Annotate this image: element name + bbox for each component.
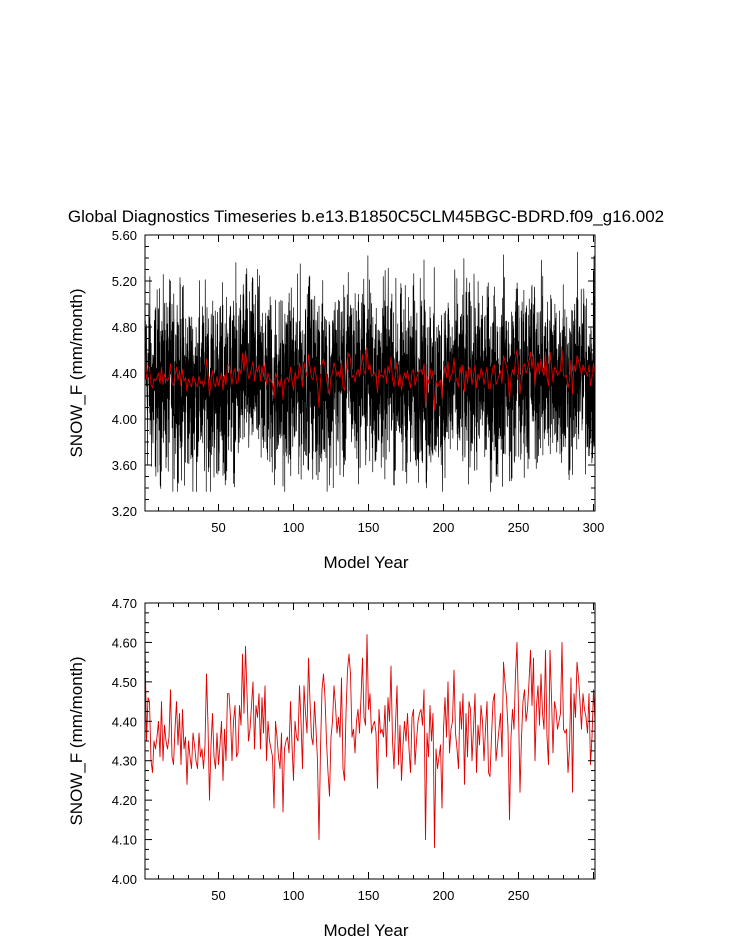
bottom-xtick-label: 50 bbox=[211, 888, 225, 903]
top-ytick-label: 4.40 bbox=[112, 366, 137, 381]
bottom-ytick-label: 4.40 bbox=[112, 714, 137, 729]
top-xtick-label: 50 bbox=[211, 520, 225, 535]
bottom-xtick-label: 150 bbox=[358, 888, 380, 903]
bottom-ytick-label: 4.70 bbox=[112, 596, 137, 611]
bottom-ytick-label: 4.20 bbox=[112, 793, 137, 808]
top-xtick-label: 200 bbox=[433, 520, 455, 535]
bottom-ytick-label: 4.00 bbox=[112, 872, 137, 887]
top-ytick-label: 5.60 bbox=[112, 228, 137, 243]
bottom-y-axis-label: SNOW_F (mm/month) bbox=[67, 656, 86, 825]
top-xtick-label: 100 bbox=[283, 520, 305, 535]
chart-title: Global Diagnostics Timeseries b.e13.B185… bbox=[68, 207, 664, 226]
bottom-x-axis-label: Model Year bbox=[323, 921, 408, 940]
top-xtick-label: 250 bbox=[508, 520, 530, 535]
top-panel: 3.20 3.60 4.00 4.40 4.80 5.20 5.60 50 100 150 200 2… bbox=[67, 228, 604, 572]
top-xtick-label: 300 bbox=[583, 520, 605, 535]
bottom-xtick-label: 200 bbox=[433, 888, 455, 903]
bottom-ytick-label: 4.30 bbox=[112, 754, 137, 769]
top-tick-group: 3.20 3.60 4.00 4.40 4.80 5.20 5.60 50 100 150 200 2… bbox=[112, 228, 605, 535]
bottom-plot-frame bbox=[144, 602, 596, 880]
top-ytick-label: 5.20 bbox=[112, 274, 137, 289]
top-series-line-annual bbox=[144, 347, 596, 411]
bottom-series-line-annual bbox=[144, 634, 596, 848]
bottom-ytick-label: 4.10 bbox=[112, 833, 137, 848]
bottom-series-group bbox=[144, 634, 596, 848]
bottom-tick-group: 4.00 4.10 4.20 4.30 4.40 4.50 4.60 4.70 50 100 150… bbox=[112, 596, 595, 903]
top-ytick-label: 4.00 bbox=[112, 412, 137, 427]
top-series-group bbox=[144, 251, 596, 492]
bottom-ytick-label: 4.60 bbox=[112, 635, 137, 650]
bottom-ytick-label: 4.50 bbox=[112, 675, 137, 690]
top-x-axis-label: Model Year bbox=[323, 553, 408, 572]
bottom-xtick-label: 100 bbox=[283, 888, 305, 903]
top-y-axis-label: SNOW_F (mm/month) bbox=[67, 288, 86, 457]
bottom-panel: 4.00 4.10 4.20 4.30 4.40 4.50 4.60 4.70 50 100 150… bbox=[67, 596, 596, 940]
top-ytick-label: 3.20 bbox=[112, 504, 137, 519]
top-ytick-label: 3.60 bbox=[112, 458, 137, 473]
top-xtick-label: 150 bbox=[358, 520, 380, 535]
bottom-xtick-label: 250 bbox=[508, 888, 530, 903]
top-ytick-label: 4.80 bbox=[112, 320, 137, 335]
